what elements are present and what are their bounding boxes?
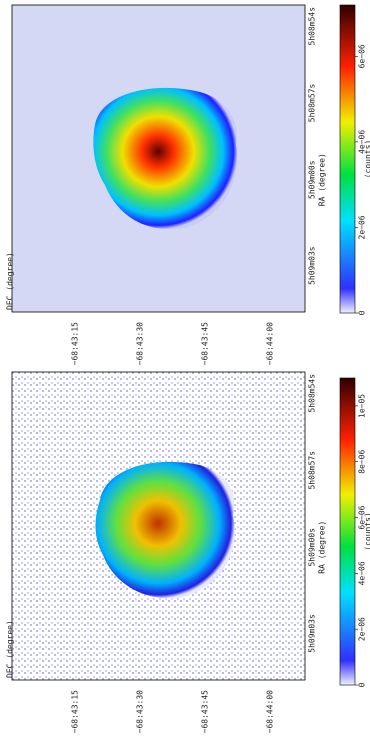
y-tick-label: −68:43:15 bbox=[71, 690, 80, 734]
y-tick-label: −68:43:45 bbox=[201, 690, 210, 734]
colorbar-tick-label: 6e−06 bbox=[358, 44, 367, 68]
panel-1-image bbox=[11, 4, 306, 313]
y-tick-label: −68:44:00 bbox=[266, 690, 275, 734]
x-axis-label: RA (degree) bbox=[318, 153, 327, 206]
colorbar-tick-label: 2e−06 bbox=[358, 215, 367, 239]
y-tick-label: −68:44:00 bbox=[266, 322, 275, 366]
x-tick-label: 5h09m03s bbox=[308, 614, 317, 653]
colorbar-tick-label: 0 bbox=[358, 682, 367, 687]
colorbar-tick-label: 4e−06 bbox=[358, 130, 367, 154]
colorbar-2 bbox=[339, 377, 356, 686]
colorbar-tick-label: 6e−06 bbox=[358, 505, 367, 529]
x-tick-label: 5h08m57s bbox=[308, 84, 317, 123]
y-tick-label: −68:43:30 bbox=[136, 322, 145, 366]
colorbar-label: (counts) bbox=[364, 512, 370, 551]
colorbar-tick-label: 0 bbox=[358, 310, 367, 315]
y-axis-label: DEC (degree) bbox=[6, 620, 15, 678]
x-tick-label: 5h08m54s bbox=[308, 7, 317, 46]
colorbar-tick-label: 2e−06 bbox=[358, 617, 367, 641]
y-tick-label: −68:43:45 bbox=[201, 322, 210, 366]
colorbar-1 bbox=[339, 4, 356, 314]
x-tick-label: 5h09m00s bbox=[308, 528, 317, 567]
colorbar-tick-label: 8e−06 bbox=[358, 450, 367, 474]
x-axis-label: RA (degree) bbox=[318, 521, 327, 574]
x-tick-label: 5h08m54s bbox=[308, 374, 317, 413]
y-tick-label: −68:43:30 bbox=[136, 690, 145, 734]
y-axis-label: DEC (degree) bbox=[6, 252, 15, 310]
colorbar-tick-label: 1e−05 bbox=[358, 394, 367, 418]
colorbar-label: (counts) bbox=[364, 140, 370, 179]
x-tick-label: 5h08m57s bbox=[308, 451, 317, 490]
panel-2-image bbox=[11, 371, 306, 681]
x-tick-label: 5h09m00s bbox=[308, 160, 317, 199]
x-tick-label: 5h09m03s bbox=[308, 246, 317, 285]
y-tick-label: −68:43:15 bbox=[71, 322, 80, 366]
colorbar-tick-label: 4e−06 bbox=[358, 561, 367, 585]
